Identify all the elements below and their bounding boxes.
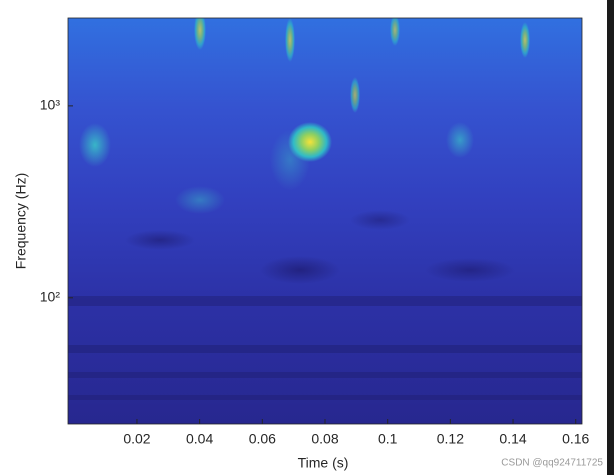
- watermark: CSDN @qq924711725: [501, 458, 603, 469]
- x-tick-label: 0.16: [562, 431, 589, 447]
- y-axis-label: Frequency (Hz): [13, 173, 29, 269]
- x-tick-label: 0.14: [499, 431, 526, 447]
- x-axis-label: Time (s): [298, 455, 349, 471]
- x-tick-label: 0.1: [378, 431, 398, 447]
- frame-edge: [607, 0, 614, 475]
- x-tick-label: 0.12: [437, 431, 464, 447]
- y-tick-label: 10²: [40, 289, 61, 305]
- x-tick-label: 0.06: [249, 431, 276, 447]
- x-tick-label: 0.08: [311, 431, 338, 447]
- x-tick-label: 0.04: [186, 431, 213, 447]
- scalogram-field: [68, 18, 582, 424]
- x-tick-label: 0.02: [123, 431, 150, 447]
- y-tick-label: 10³: [40, 97, 61, 113]
